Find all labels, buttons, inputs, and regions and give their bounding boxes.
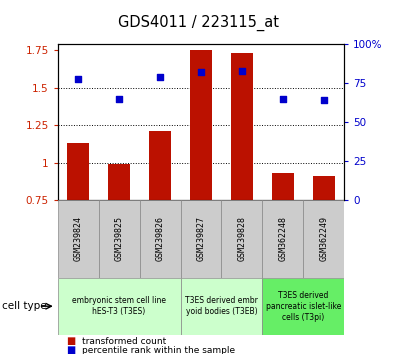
Point — [116, 96, 122, 102]
Bar — [181, 200, 221, 278]
Text: GSM362248: GSM362248 — [278, 216, 287, 262]
Text: embryonic stem cell line
hES-T3 (T3ES): embryonic stem cell line hES-T3 (T3ES) — [72, 296, 166, 316]
Point — [75, 76, 81, 81]
Bar — [271, 173, 294, 200]
Point — [280, 96, 286, 102]
Text: ■: ■ — [66, 346, 75, 354]
Bar — [99, 200, 140, 278]
Bar — [149, 131, 171, 200]
Text: transformed count: transformed count — [82, 337, 166, 346]
Bar — [67, 143, 90, 200]
Text: percentile rank within the sample: percentile rank within the sample — [82, 346, 235, 354]
Point — [321, 97, 327, 103]
Bar — [140, 200, 181, 278]
Text: GDS4011 / 223115_at: GDS4011 / 223115_at — [119, 15, 279, 31]
Text: T3ES derived embr
yoid bodies (T3EB): T3ES derived embr yoid bodies (T3EB) — [185, 296, 258, 316]
Text: ■: ■ — [66, 336, 75, 346]
Bar — [190, 50, 212, 200]
Point — [157, 74, 163, 80]
Bar — [181, 278, 262, 335]
Text: GSM239825: GSM239825 — [115, 216, 124, 262]
Text: GSM239826: GSM239826 — [156, 216, 164, 262]
Bar — [58, 200, 99, 278]
Bar — [221, 200, 262, 278]
Text: GSM239824: GSM239824 — [74, 216, 83, 262]
Bar — [108, 164, 131, 200]
Bar — [312, 176, 335, 200]
Text: cell type: cell type — [2, 301, 47, 311]
Bar — [58, 278, 181, 335]
Text: GSM239828: GSM239828 — [238, 216, 246, 262]
Point — [239, 68, 245, 74]
Bar — [262, 278, 344, 335]
Bar — [303, 200, 344, 278]
Point — [198, 69, 204, 75]
Text: GSM239827: GSM239827 — [197, 216, 205, 262]
Text: GSM362249: GSM362249 — [319, 216, 328, 262]
Bar — [262, 200, 303, 278]
Bar — [231, 53, 253, 200]
Text: T3ES derived
pancreatic islet-like
cells (T3pi): T3ES derived pancreatic islet-like cells… — [265, 291, 341, 322]
